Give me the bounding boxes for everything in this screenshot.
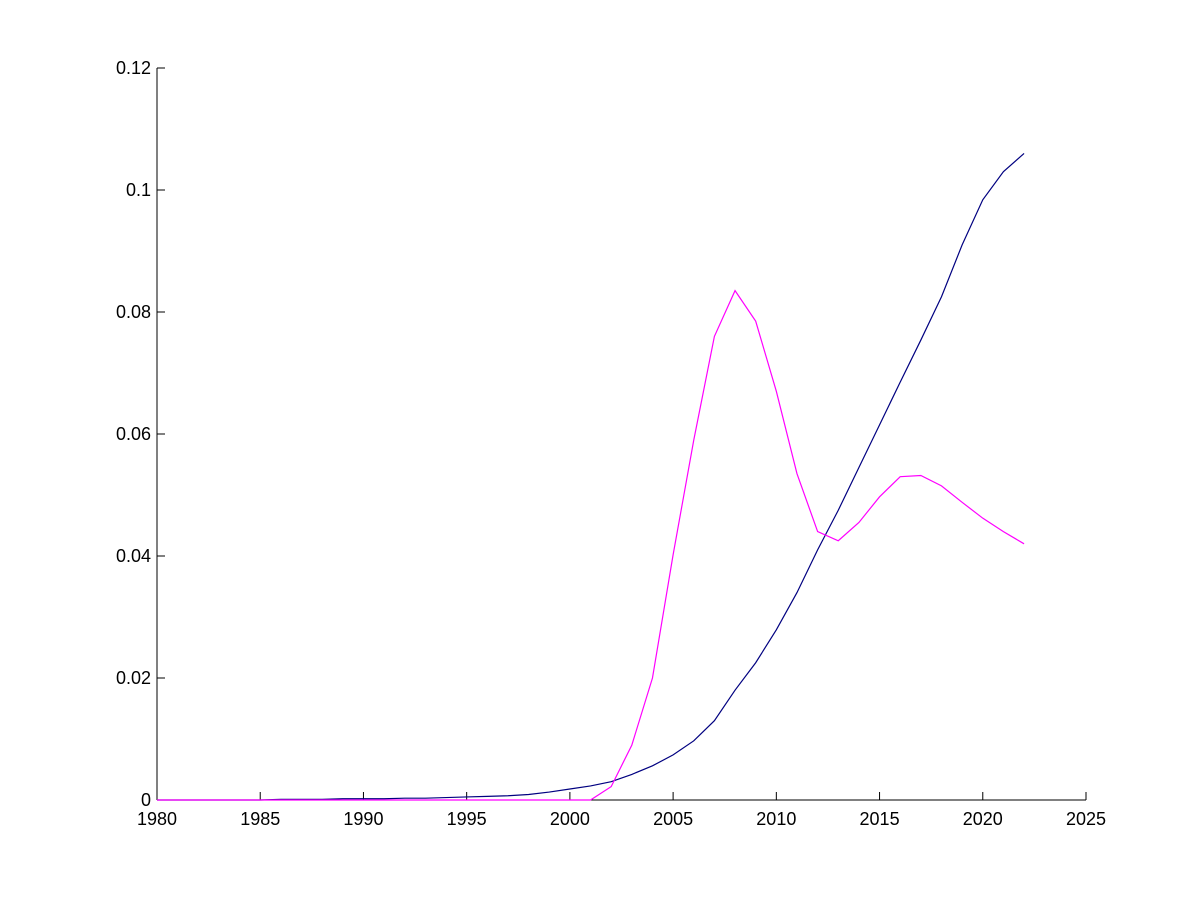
x-tick-label: 1995 <box>447 809 487 829</box>
y-tick-label: 0 <box>141 790 151 810</box>
x-tick-label: 2015 <box>860 809 900 829</box>
x-tick-label: 2025 <box>1066 809 1106 829</box>
y-tick-label: 0.06 <box>116 424 151 444</box>
y-tick-label: 0.04 <box>116 546 151 566</box>
x-tick-label: 1985 <box>240 809 280 829</box>
series-line <box>157 289 1025 801</box>
x-tick-label: 1990 <box>343 809 383 829</box>
y-tick-label: 0.1 <box>126 180 151 200</box>
x-tick-label: 2005 <box>653 809 693 829</box>
x-tick-label: 2020 <box>963 809 1003 829</box>
x-tick-label: 2010 <box>756 809 796 829</box>
y-tick-label: 0.02 <box>116 668 151 688</box>
x-tick-label: 1980 <box>137 809 177 829</box>
x-tick-label: 2000 <box>550 809 590 829</box>
y-tick-label: 0.08 <box>116 302 151 322</box>
y-tick-label: 0.12 <box>116 58 151 78</box>
series-line <box>157 152 1025 801</box>
